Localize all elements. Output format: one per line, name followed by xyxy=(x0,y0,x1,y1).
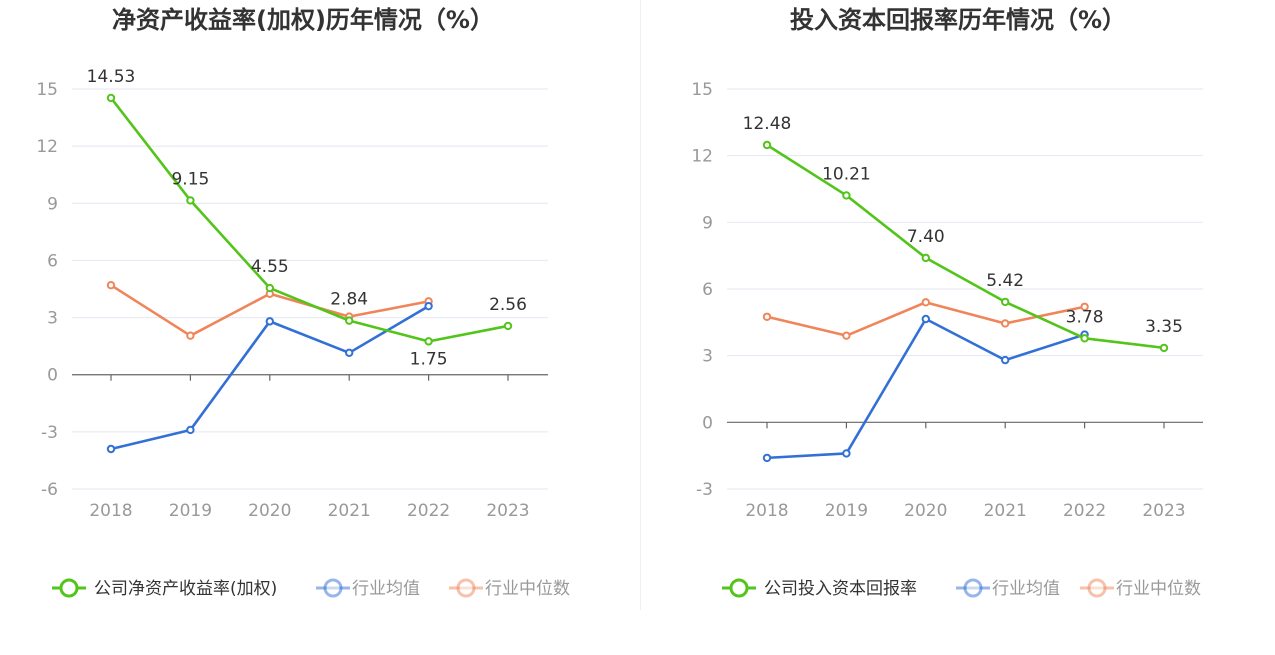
data-label: 2.56 xyxy=(489,295,527,315)
roe-chart-panel: 净资产收益率(加权)历年情况（%） -6 -3 0 3 6 9 12 15 2018 2019 202… xyxy=(0,0,637,655)
data-point-industry_median[interactable] xyxy=(921,298,930,307)
legend-swatch-marker-industry_avg[interactable] xyxy=(963,578,983,598)
data-label: 1.75 xyxy=(410,349,448,369)
x-tick-label: 2022 xyxy=(1063,501,1106,521)
y-tick-label: -3 xyxy=(41,423,58,443)
x-tick-label: 2023 xyxy=(486,501,529,521)
x-tick-label: 2020 xyxy=(904,501,947,521)
data-point-company[interactable] xyxy=(106,93,116,103)
roic-chart-panel: 投入资本回报率历年情况（%） -3 0 3 6 9 12 15 2018 2019 2020 2021… xyxy=(640,0,1275,655)
y-tick-label: 15 xyxy=(691,80,713,100)
data-point-industry_median[interactable] xyxy=(106,280,116,290)
y-tick-label: 3 xyxy=(702,347,713,367)
data-point-company[interactable] xyxy=(1080,334,1089,343)
x-tick-label: 2020 xyxy=(248,501,291,521)
data-point-company[interactable] xyxy=(1001,297,1010,307)
data-point-company[interactable] xyxy=(762,140,772,150)
data-point-industry_median[interactable] xyxy=(186,331,195,340)
y-tick-label: 9 xyxy=(702,213,713,233)
data-label: 4.55 xyxy=(251,257,289,277)
chart-title: 净资产收益率(加权)历年情况（%） xyxy=(112,6,494,34)
data-label: 3.78 xyxy=(1066,307,1104,327)
data-point-industry_avg[interactable] xyxy=(186,425,195,435)
legend-swatch-marker-company[interactable] xyxy=(59,578,79,598)
data-point-company[interactable] xyxy=(503,321,513,331)
data-point-industry_avg[interactable] xyxy=(921,314,930,324)
y-tick-label: -6 xyxy=(41,480,58,500)
legend-label-company[interactable]: 公司投入资本回报率 xyxy=(764,579,917,599)
data-label: 2.84 xyxy=(330,290,368,310)
legend-label-company[interactable]: 公司净资产收益率(加权) xyxy=(94,579,277,599)
data-label: 12.48 xyxy=(743,114,792,134)
data-label: 3.35 xyxy=(1145,317,1183,337)
data-point-industry_median[interactable] xyxy=(762,312,772,321)
data-label: 14.53 xyxy=(87,67,136,87)
x-tick-label: 2021 xyxy=(984,501,1027,521)
data-label: 9.15 xyxy=(171,169,209,189)
series-line-company xyxy=(766,143,1165,350)
legend-swatch-marker-industry_median[interactable] xyxy=(1087,578,1107,598)
data-point-company[interactable] xyxy=(424,337,433,346)
y-tick-label: 12 xyxy=(36,137,58,157)
legend-label-industry_avg[interactable]: 行业均值 xyxy=(352,579,420,599)
data-point-company[interactable] xyxy=(265,283,274,293)
legend-swatch-marker-industry_median[interactable] xyxy=(456,578,476,598)
data-point-industry_median[interactable] xyxy=(1001,319,1010,328)
legend-label-industry_median[interactable]: 行业中位数 xyxy=(485,579,570,599)
x-tick-label: 2019 xyxy=(169,501,212,521)
data-point-company[interactable] xyxy=(186,196,195,205)
data-point-industry_avg[interactable] xyxy=(424,301,433,311)
data-point-industry_avg[interactable] xyxy=(842,449,851,458)
data-point-company[interactable] xyxy=(921,253,930,263)
y-tick-label: 6 xyxy=(702,280,713,300)
data-point-company[interactable] xyxy=(1159,343,1169,353)
legend-label-industry_median[interactable]: 行业中位数 xyxy=(1116,579,1201,599)
data-point-industry_avg[interactable] xyxy=(1001,355,1010,365)
legend-swatch-marker-industry_avg[interactable] xyxy=(323,578,343,598)
legend-swatch-marker-company[interactable] xyxy=(729,578,749,598)
data-point-industry_avg[interactable] xyxy=(265,317,274,326)
series-line-company xyxy=(109,97,509,343)
x-tick-label: 2019 xyxy=(825,501,868,521)
data-point-industry_median[interactable] xyxy=(1080,302,1089,311)
y-tick-label: 0 xyxy=(702,413,713,433)
panel-divider xyxy=(640,0,641,610)
data-label: 5.42 xyxy=(986,271,1024,291)
y-tick-label: 9 xyxy=(47,194,58,214)
series-line-industry_avg xyxy=(766,317,1085,460)
data-point-company[interactable] xyxy=(842,191,851,200)
x-tick-label: 2022 xyxy=(407,501,450,521)
data-label: 7.40 xyxy=(907,227,945,247)
legend-label-industry_avg[interactable]: 行业均值 xyxy=(992,579,1060,599)
roe-chart: 净资产收益率(加权)历年情况（%） -6 -3 0 3 6 9 12 15 2018 2019 202… xyxy=(36,6,570,599)
x-tick-label: 2018 xyxy=(745,501,788,521)
data-point-industry_avg[interactable] xyxy=(345,348,354,358)
x-tick-label: 2021 xyxy=(328,501,371,521)
data-label: 10.21 xyxy=(822,164,871,184)
chart-title: 投入资本回报率历年情况（%） xyxy=(790,6,1126,34)
y-tick-label: 15 xyxy=(36,80,58,100)
roic-chart: 投入资本回报率历年情况（%） -3 0 3 6 9 12 15 2018 2019 2020 2021… xyxy=(691,6,1203,599)
y-tick-label: 12 xyxy=(691,147,713,167)
x-tick-label: 2018 xyxy=(89,501,132,521)
data-point-industry_median[interactable] xyxy=(842,331,851,340)
data-point-industry_avg[interactable] xyxy=(762,453,772,463)
y-tick-label: 0 xyxy=(47,366,58,386)
x-tick-label: 2023 xyxy=(1142,501,1185,521)
y-tick-label: -3 xyxy=(696,480,713,500)
y-tick-label: 6 xyxy=(47,251,58,271)
y-tick-label: 3 xyxy=(47,309,58,329)
data-point-company[interactable] xyxy=(345,316,354,325)
data-point-industry_avg[interactable] xyxy=(106,444,116,454)
